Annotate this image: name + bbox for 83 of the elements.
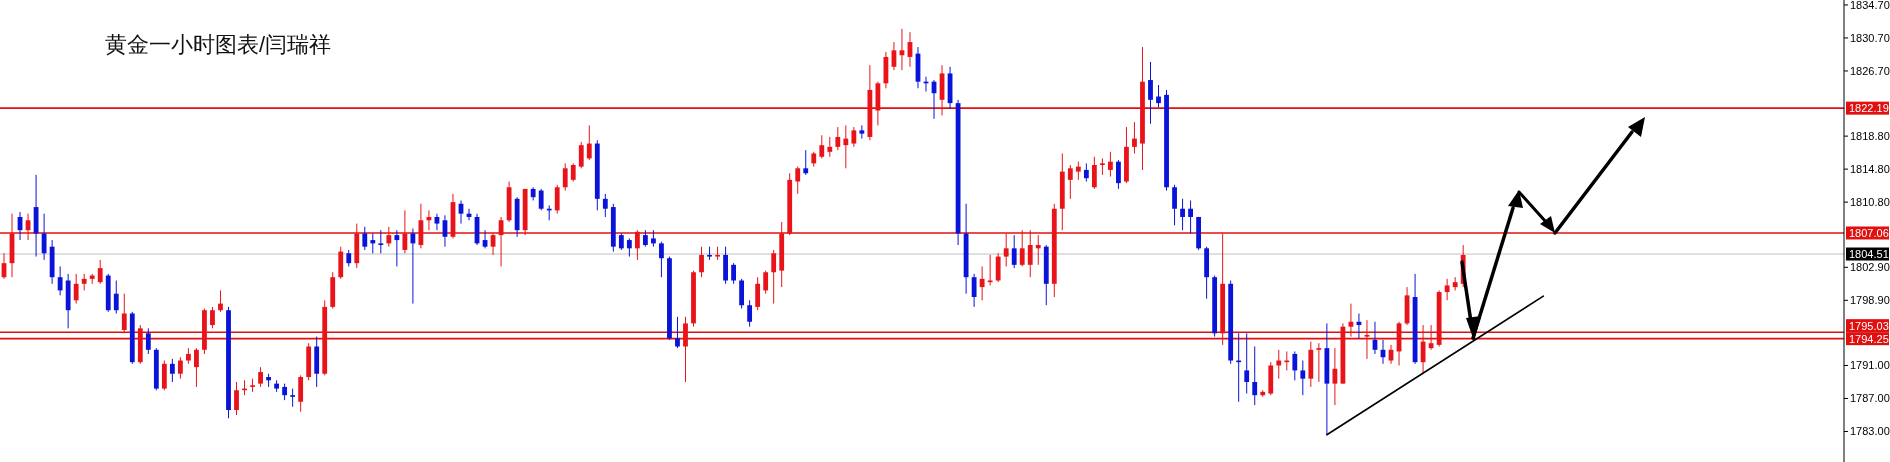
y-tick-label: 1798.90 (1850, 294, 1890, 307)
candlestick (41, 213, 47, 261)
candlestick (1011, 234, 1017, 269)
candlestick (1132, 121, 1137, 154)
candlestick (995, 252, 1001, 283)
candlestick (1180, 198, 1185, 231)
candlestick (290, 388, 296, 408)
y-tick-label: 1802.90 (1850, 261, 1890, 274)
candlestick (851, 126, 857, 148)
candlestick (378, 229, 384, 254)
candlestick (1156, 84, 1161, 108)
y-tick-label: 1818.80 (1850, 129, 1890, 142)
ref-line-label: 1794.25 (1849, 332, 1889, 345)
candlestick (731, 262, 736, 285)
candlestick (1316, 342, 1322, 383)
candlestick (410, 228, 416, 305)
candlestick (1444, 278, 1450, 301)
candlestick (1116, 159, 1121, 190)
candlestick (1075, 161, 1081, 181)
candlestick (795, 166, 801, 195)
candlestick (771, 249, 777, 305)
candlestick (169, 358, 175, 383)
candlestick (755, 276, 761, 311)
candlestick (97, 259, 103, 285)
candlestick (699, 246, 704, 278)
candlestick (570, 162, 576, 182)
y-tick-label: 1814.80 (1850, 162, 1890, 175)
candlestick (835, 126, 841, 151)
candlestick (626, 237, 632, 258)
candlestick (859, 124, 865, 140)
ref-line-label: 1804.51 (1849, 247, 1889, 260)
candlestick (554, 184, 560, 215)
y-tick-label: 1787.00 (1850, 392, 1890, 405)
candlestick (258, 366, 263, 388)
candlestick (1108, 151, 1113, 178)
candlestick (1252, 346, 1258, 406)
candlestick (659, 241, 664, 278)
candlestick (578, 141, 584, 169)
candlestick (1188, 199, 1193, 234)
candlestick (562, 162, 568, 192)
candlestick (586, 124, 592, 161)
y-tick-label: 1783.00 (1850, 425, 1890, 438)
candlestick (843, 124, 849, 169)
candlestick (145, 327, 151, 355)
y-tick-label: 1826.70 (1850, 64, 1890, 77)
candlestick (1332, 347, 1338, 406)
candlestick (1172, 184, 1177, 226)
candlestick (827, 136, 833, 158)
y-tick-label: 1830.70 (1850, 31, 1890, 44)
candlestick (979, 265, 985, 301)
ref-line-label: 1807.06 (1849, 226, 1889, 239)
candlestick (602, 193, 608, 218)
candlestick (57, 265, 63, 296)
y-tick-label: 1791.00 (1850, 359, 1890, 372)
candlestick (234, 381, 239, 416)
candlestick (177, 356, 183, 380)
candlestick (675, 316, 680, 349)
candlestick (394, 229, 400, 267)
candlestick (1292, 350, 1298, 381)
candlestick (1148, 61, 1153, 125)
y-tick-label: 1834.70 (1850, 0, 1890, 11)
candlestick (1244, 332, 1250, 395)
candlestick (803, 149, 809, 176)
candlestick (1067, 164, 1073, 200)
candlestick (1300, 360, 1306, 396)
y-tick-label: 1810.80 (1850, 195, 1890, 208)
candlestick (1083, 162, 1089, 182)
candlestick (763, 270, 769, 295)
candlestick (1091, 156, 1097, 190)
text: 黄金一小时图表/闫瑞祥 (105, 32, 332, 57)
ref-line-label: 1795.03 (1849, 319, 1889, 332)
candlestick (218, 289, 223, 313)
candlestick (370, 232, 376, 254)
candlestick (538, 188, 544, 211)
candlestick (819, 134, 825, 159)
candlestick (210, 306, 215, 329)
candlestick (362, 226, 368, 251)
ref-line-label: 1822.19 (1849, 102, 1889, 115)
candlestick (73, 273, 79, 305)
candlestick (971, 273, 977, 308)
candlestick (194, 347, 199, 388)
candlestick (747, 299, 753, 328)
candlestick (113, 280, 119, 314)
